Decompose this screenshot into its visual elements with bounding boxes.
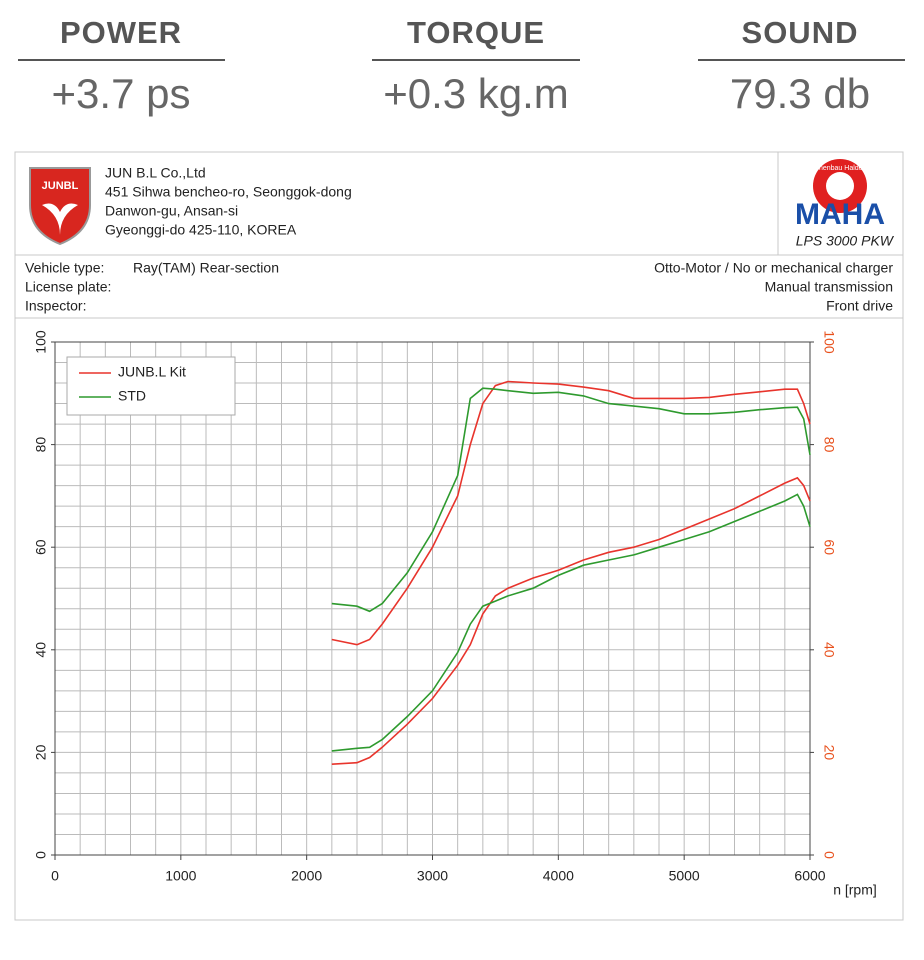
stat-label: SOUND — [742, 15, 859, 50]
info-label: Inspector: — [25, 298, 86, 314]
report-frame — [14, 151, 904, 921]
legend-label: JUNB.L Kit — [118, 364, 186, 380]
y-tick-label: 60 — [33, 539, 49, 555]
info-label: Vehicle type: — [25, 260, 104, 276]
y2-tick-label: 40 — [821, 642, 837, 658]
y2-tick-label: 60 — [821, 539, 837, 555]
maha-logo: MAHA — [795, 198, 885, 231]
series-line — [331, 476, 811, 765]
stat-label: POWER — [60, 15, 182, 50]
logo-shield — [29, 167, 91, 246]
logo-wing — [42, 203, 78, 235]
model: LPS 3000 PKW — [796, 233, 895, 249]
x-tick-label: 0 — [51, 868, 59, 884]
stat-value: +3.7 ps — [52, 70, 191, 117]
x-tick-label: 4000 — [543, 868, 574, 884]
series-line — [331, 387, 811, 613]
y2-tick-label: 20 — [821, 745, 837, 761]
company-line: Danwon-gu, Ansan-si — [105, 203, 238, 219]
x-tick-label: 3000 — [417, 868, 448, 884]
x-tick-label: 6000 — [794, 868, 825, 884]
info-right: Otto-Motor / No or mechanical charger — [654, 260, 893, 276]
series-line — [331, 380, 811, 646]
y-tick-label: 80 — [33, 437, 49, 453]
stat-value: 79.3 db — [730, 70, 870, 117]
series-line — [331, 493, 811, 752]
maha-ring-inner — [826, 172, 854, 200]
legend-label: STD — [118, 388, 146, 404]
y-tick-label: 40 — [33, 642, 49, 658]
y-tick-label: 100 — [33, 330, 49, 354]
company-line: JUN B.L Co.,Ltd — [105, 165, 206, 181]
x-tick-label: 2000 — [291, 868, 322, 884]
y2-tick-label: 0 — [821, 851, 837, 859]
y-tick-label: 0 — [33, 851, 49, 859]
legend-box — [66, 356, 236, 416]
x-tick-label: 1000 — [165, 868, 196, 884]
stat-label: TORQUE — [407, 15, 545, 50]
x-axis-label: n [rpm] — [833, 882, 877, 898]
info-right: Front drive — [826, 298, 893, 314]
info-right: Manual transmission — [765, 279, 893, 295]
y-tick-label: 20 — [33, 744, 49, 760]
info-value: Ray(TAM) Rear-section — [133, 260, 279, 276]
stat-value: +0.3 kg.m — [383, 70, 569, 117]
info-label: License plate: — [25, 279, 111, 295]
logo-text: JUNBL — [42, 180, 79, 192]
x-tick-label: 5000 — [669, 868, 700, 884]
maha-ring-text: Maschinenbau Haldenwang — [797, 165, 883, 172]
company-line: 451 Sihwa bencheo-ro, Seonggok-dong — [105, 184, 352, 200]
y2-tick-label: 80 — [821, 437, 837, 453]
y2-tick-label: 100 — [821, 330, 837, 354]
company-line: Gyeonggi-do 425-110, KOREA — [105, 222, 297, 238]
